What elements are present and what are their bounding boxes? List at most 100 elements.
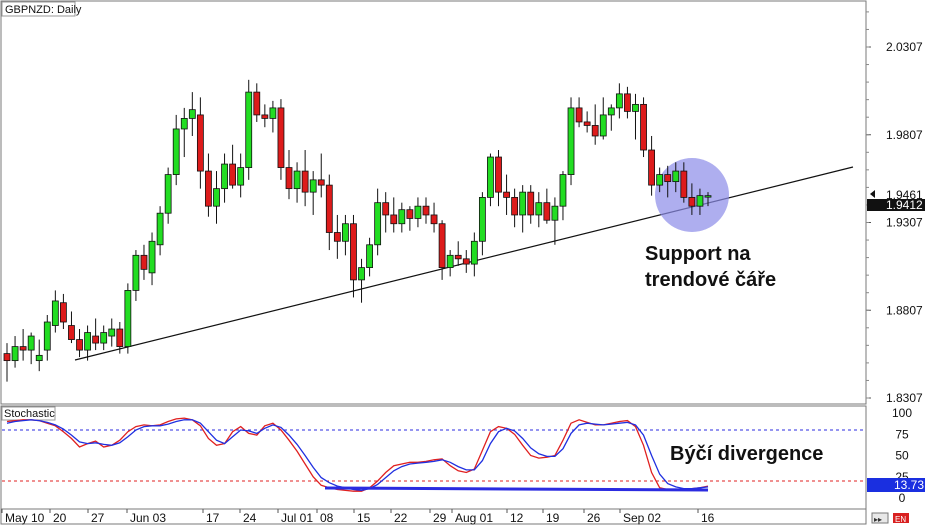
bullish-candle [374,202,382,246]
bullish-candle [358,267,365,281]
last-price-marker [870,190,875,198]
stochastic-tick-label: 100 [892,406,912,420]
bearish-candle [19,346,27,351]
language-flag[interactable] [893,513,909,523]
time-tick-label: 12 [510,511,524,525]
bullish-candle [366,244,373,269]
bearish-candle [527,191,535,216]
bearish-candle [680,170,688,198]
bearish-candle [495,156,502,193]
bullish-candle [172,128,180,175]
bullish-candle [567,107,575,175]
price-title-box [1,1,76,17]
price-pane-frame [0,0,867,405]
bullish-candle [551,205,559,221]
time-tick-label: 20 [53,511,67,525]
current-price-label: 1.9412 [886,198,923,212]
bullish-candle [559,174,567,207]
bullish-candle [487,156,494,198]
time-tick-label: 16 [701,511,715,525]
stochastic-value-tag [867,478,925,492]
bearish-candle [664,174,672,183]
current-price-tag [867,199,925,211]
price-tick-label: 2.0307 [886,40,923,54]
time-tick-label: 08 [320,511,334,525]
bearish-candle [591,125,599,137]
bullish-candle [108,328,116,337]
bearish-candle [140,254,148,270]
price-chart-title: GBPNZD: Daily [5,4,82,16]
bearish-candle [277,107,285,168]
stochastic-tick-label: 75 [895,427,909,441]
time-tick-label: 29 [433,511,447,525]
support-annotation: Support na trendové čáře [645,243,776,291]
price-tick-label: 1.8307 [886,391,923,405]
bullish-candle [27,335,35,351]
bullish-candle [478,197,486,242]
bearish-candle [68,325,75,340]
bullish-candle [156,212,164,246]
bullish-candle [221,163,228,190]
bearish-candle [325,184,333,233]
bullish-candle [672,170,680,183]
bullish-candle [188,109,196,119]
bearish-candle [285,167,293,190]
stochastic-lines [6,417,709,492]
bearish-candle [3,353,11,362]
bullish-candle [269,107,277,119]
bearish-candle [205,170,212,207]
bullish-candle [293,170,301,190]
bearish-candle [92,335,100,344]
bullish-candle [84,332,91,351]
time-tick-label: 26 [587,511,601,525]
bearish-candle [503,191,510,198]
language-flag-label: EN [895,515,906,524]
time-tick-label: May 10 [5,511,45,525]
stochastic-k-line [6,417,709,492]
bullish-candle [519,191,527,216]
bearish-candle [350,223,357,281]
bearish-candle [301,170,309,193]
bullish-candle [470,240,478,265]
bullish-candle [132,254,140,291]
divergence-line [324,486,709,492]
bullish-candle [599,114,607,137]
stochastic-title: Stochastic [4,408,55,420]
bearish-candle [624,93,631,112]
price-axis: 2.0307 1.9807 1.9307 1.8807 1.8307 [866,11,923,405]
pager-button[interactable] [871,512,889,524]
bearish-candle [317,179,325,186]
bearish-candle [196,114,204,172]
bearish-candle [116,328,124,347]
stochastic-d-line [6,419,709,492]
time-tick-label: 22 [394,511,408,525]
bullish-candle [237,167,245,186]
stochastic-tick-label: 0 [899,491,906,505]
stochastic-levels [2,429,866,482]
bearish-candle [583,121,591,126]
bullish-candle [414,205,422,219]
bullish-candle [43,321,51,351]
time-tick-label: 27 [91,511,105,525]
time-tick-label: 24 [243,511,257,525]
bullish-candle [100,332,108,344]
bullish-candle [398,209,406,225]
bullish-candle [615,93,623,109]
bearish-candle [543,202,551,221]
bearish-candle [60,302,67,323]
bullish-candle [656,174,664,186]
time-tick-label: Jul 01 [281,511,313,525]
bearish-candle [640,103,647,151]
time-tick-label: 17 [206,511,220,525]
last-price-label: 1.9461 [886,188,923,202]
bearish-candle [406,209,414,219]
price-tick-label: 1.9807 [886,128,923,142]
bearish-candle [229,163,237,186]
time-tick-label: Sep 02 [623,511,661,525]
time-axis: May 10 20 27 Jun 03 17 24 Jul 01 08 15 22 29 Aug 01… [1,509,715,525]
bullish-candle [704,195,712,198]
time-axis-band [0,508,867,525]
bullish-candle [309,179,317,193]
support-annotation-line-1: Support na [645,243,751,265]
